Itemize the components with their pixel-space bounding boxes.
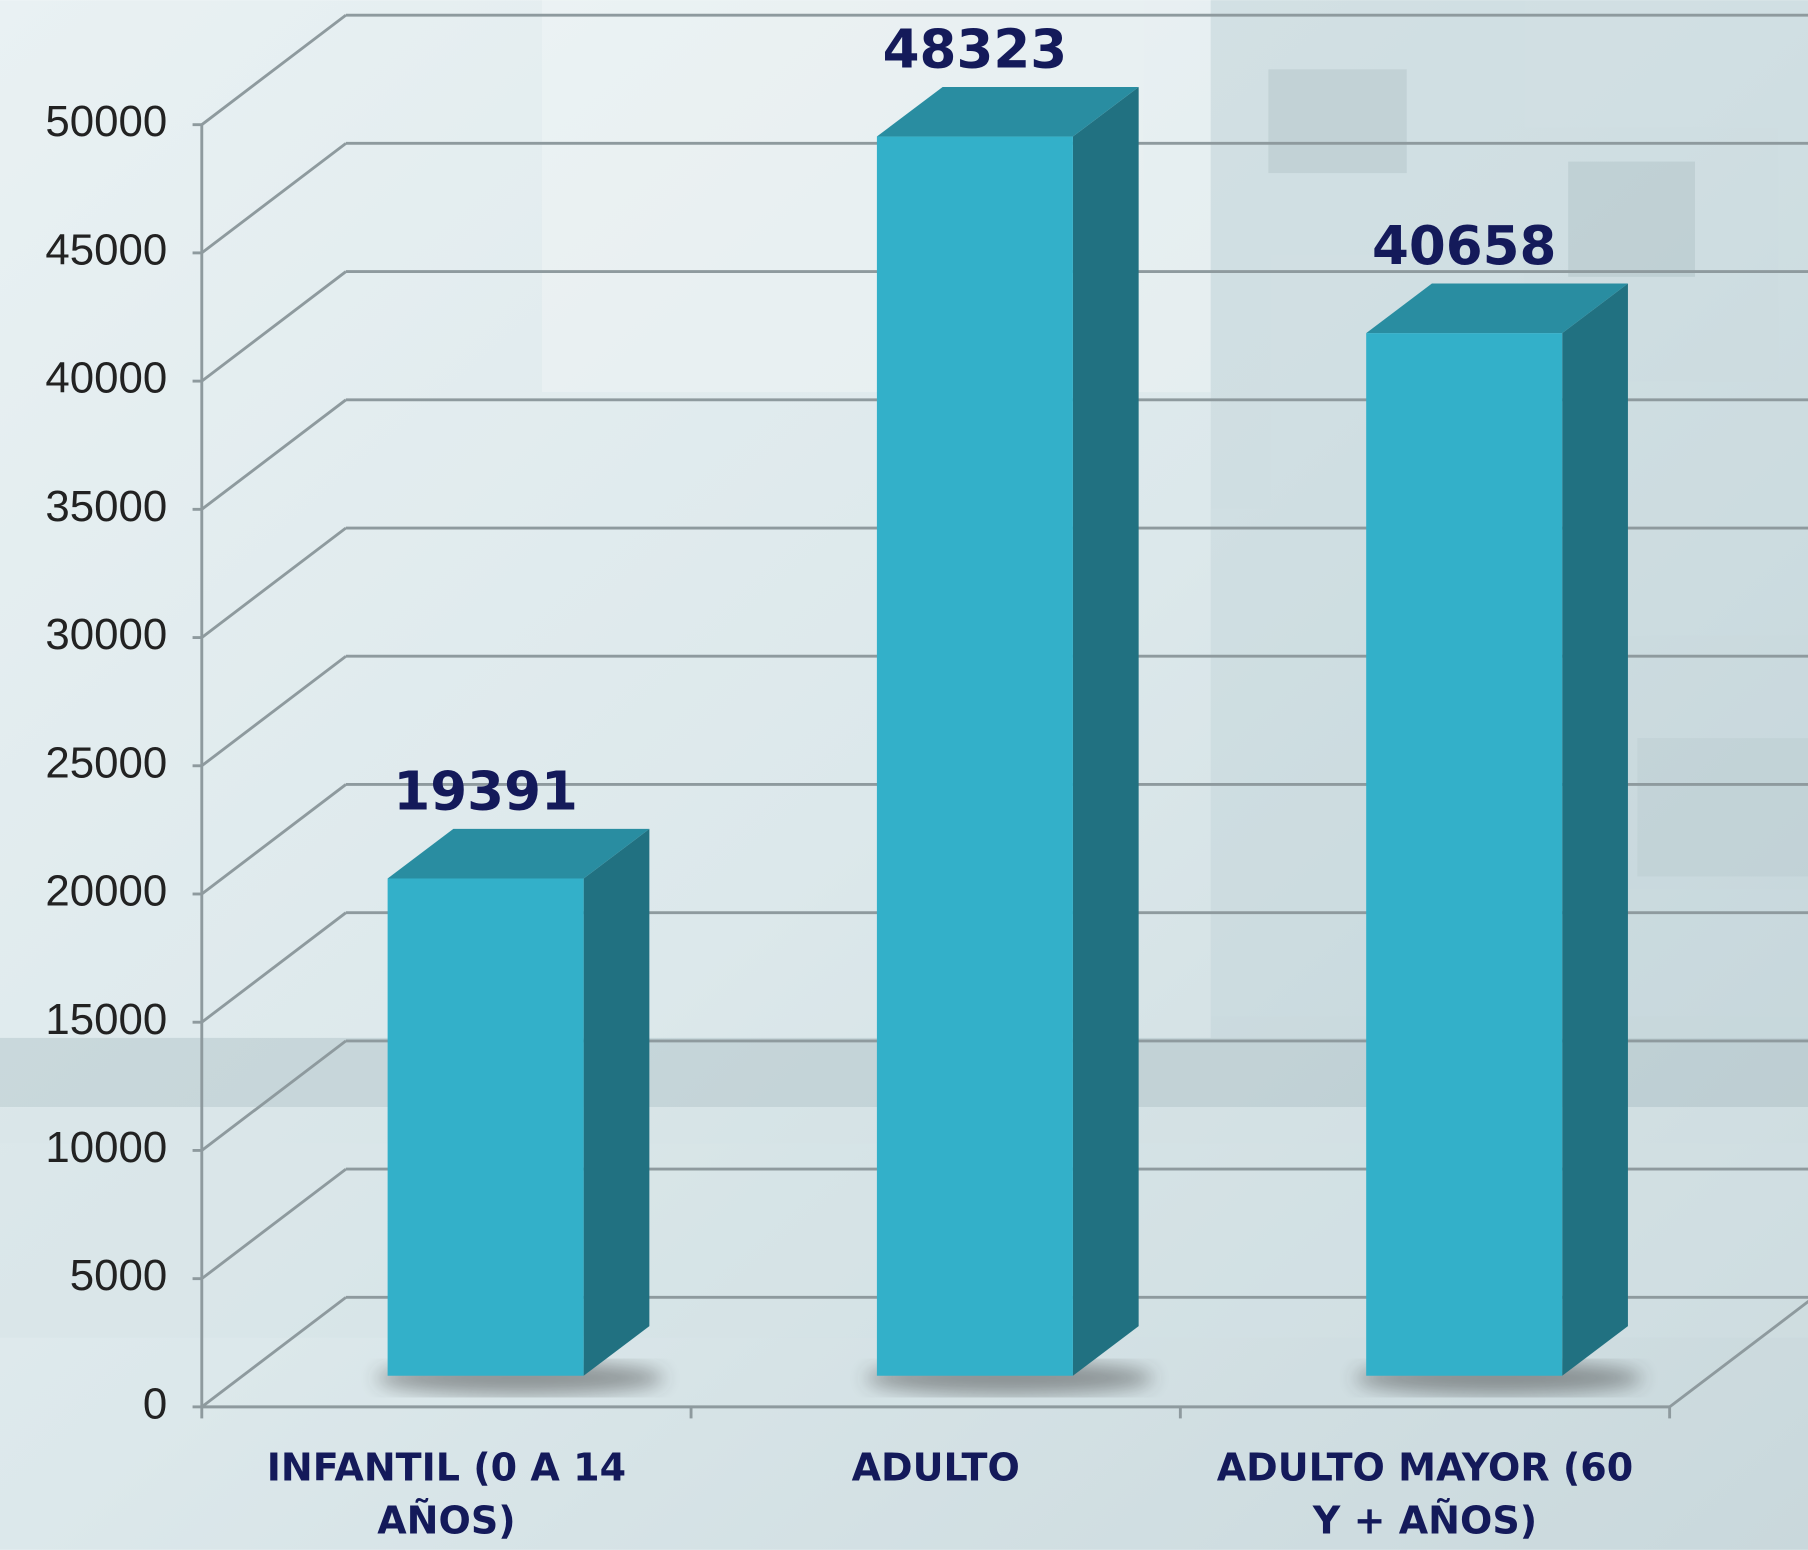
grid-line [200,1039,347,1152]
y-tick-label: 5000 [70,1251,167,1300]
y-tick-label: 0 [143,1379,167,1428]
grid-line [200,783,347,896]
y-tick-label: 35000 [45,482,167,531]
grid-line [200,13,347,126]
grid-line [200,270,347,383]
y-tick-label: 20000 [45,867,167,916]
bar-front [1366,333,1563,1376]
y-tick-label: 30000 [45,610,167,659]
x-tick-label: ADULTO MAYOR (60 Y + AÑOS) [1216,1444,1634,1543]
grid-line [200,398,347,511]
x-tick-label-box: ADULTO [851,1444,1020,1490]
bar-top [876,86,1139,137]
data-label: 40658 [1372,215,1556,277]
x-tick-label: INFANTIL (0 A 14 AÑOS) [266,1444,627,1543]
bar [376,828,665,1395]
y-tick-label: 25000 [45,738,167,787]
bar [865,86,1154,1395]
bar-top [1366,283,1628,334]
bar-side [1072,86,1139,1376]
bar-side [583,828,650,1376]
y-tick-label: 10000 [45,1123,167,1172]
x-tick-label-box: INFANTIL (0 A 14 AÑOS) [266,1444,627,1543]
y-tick-label: 50000 [45,97,167,146]
bar-front [876,136,1073,1376]
bar-front [387,878,584,1376]
grid-line [200,1296,347,1409]
grid-line [200,526,347,639]
grid-line [200,142,347,255]
bar-top [387,828,650,879]
y-tick-label: 45000 [45,225,167,274]
grid-line [200,655,347,767]
floor-edge [1668,1299,1808,1409]
grid-line [200,1167,347,1280]
bar-side [1562,283,1628,1376]
data-label: 48323 [883,18,1068,80]
bar [1354,283,1643,1395]
x-tick-label-box: ADULTO MAYOR (60 Y + AÑOS) [1216,1444,1634,1543]
y-tick-label: 40000 [45,354,167,403]
plot-area: 0 5000 10000 15000 20000 25000 30000 35000 40000… [45,13,1808,1543]
grid-line [200,911,347,1024]
y-tick-label: 15000 [45,995,167,1044]
data-label: 19391 [393,760,577,822]
x-tick-label: ADULTO [851,1444,1020,1490]
